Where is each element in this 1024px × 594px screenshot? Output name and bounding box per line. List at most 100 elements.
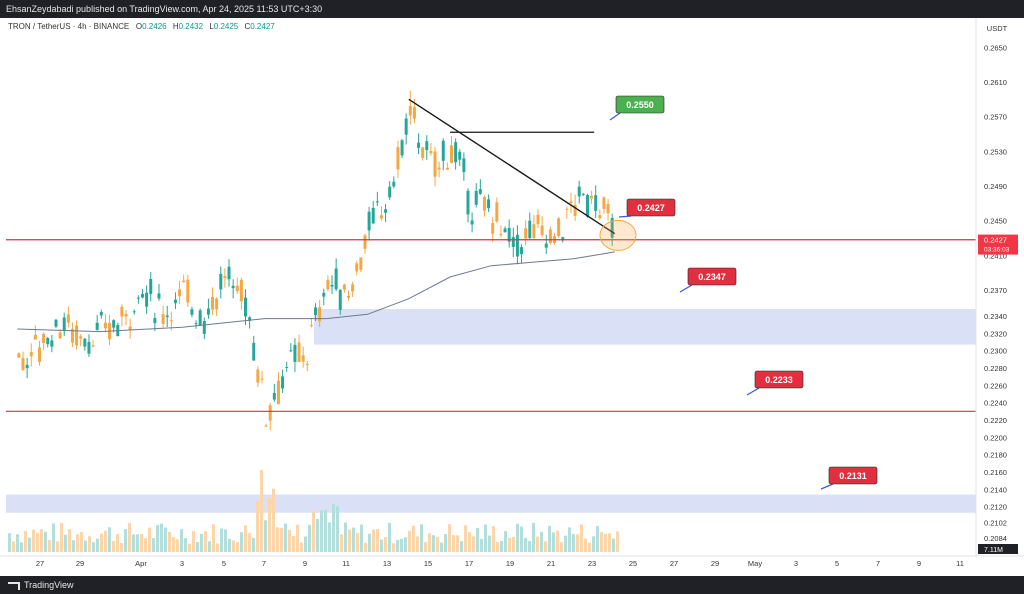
candle-body xyxy=(276,380,280,404)
volume-bar xyxy=(432,535,435,552)
candle-body xyxy=(433,151,437,177)
volume-bar xyxy=(276,527,279,552)
volume-bar xyxy=(616,531,619,552)
volume-bar xyxy=(236,542,239,552)
volume-bar xyxy=(284,523,287,552)
candle-body xyxy=(62,317,66,331)
volume-bar xyxy=(8,533,11,552)
candle-body xyxy=(429,150,433,154)
candle-body xyxy=(425,141,429,151)
time-tick-label: 5 xyxy=(835,559,839,568)
volume-bar xyxy=(528,541,531,552)
volume-bar xyxy=(452,535,455,552)
candle-body xyxy=(417,142,421,148)
volume-bar xyxy=(348,529,351,552)
last-price-tag xyxy=(978,234,1018,255)
time-tick-label: 7 xyxy=(262,559,266,568)
price-tick-label: 0.2320 xyxy=(984,329,1007,338)
candle-body xyxy=(239,279,243,302)
volume-bar xyxy=(52,523,55,552)
volume-bar xyxy=(536,536,539,552)
candle-body xyxy=(54,319,58,327)
volume-bar xyxy=(360,524,363,552)
candle-body xyxy=(227,266,231,280)
volume-bar xyxy=(460,541,463,552)
candle-body xyxy=(412,107,416,119)
volume-bar xyxy=(112,541,115,552)
volume-bar xyxy=(232,540,235,552)
volume-bar xyxy=(352,527,355,552)
volume-bar xyxy=(272,488,275,552)
candle-body xyxy=(503,228,507,233)
candle-body xyxy=(95,322,99,330)
volume-bar xyxy=(496,542,499,552)
candle-body xyxy=(75,325,79,346)
volume-bar xyxy=(424,542,427,552)
volume-bar xyxy=(304,536,307,552)
candle-body xyxy=(58,332,62,339)
time-tick-label: 29 xyxy=(711,559,719,568)
candle-body xyxy=(99,312,103,316)
candle-body xyxy=(293,344,297,362)
candle-body xyxy=(524,228,528,239)
price-tick-label: 0.2490 xyxy=(984,182,1007,191)
volume-bar xyxy=(60,522,63,552)
candle-body xyxy=(66,314,70,323)
candle-body xyxy=(219,273,223,290)
volume-bar xyxy=(420,524,423,552)
candle-body xyxy=(355,263,359,272)
candle-body xyxy=(136,297,140,299)
candle-body xyxy=(458,151,462,160)
volume-bar xyxy=(260,470,263,552)
candle-body xyxy=(342,284,346,290)
volume-bar xyxy=(240,532,243,552)
price-tick-label: 0.2300 xyxy=(984,347,1007,356)
volume-bar xyxy=(332,503,335,552)
volume-bar xyxy=(592,536,595,552)
candle-body xyxy=(454,142,458,163)
brand-name: TradingView xyxy=(24,580,74,590)
volume-bar xyxy=(116,534,119,552)
time-tick-label: 23 xyxy=(588,559,596,568)
candle-body xyxy=(145,292,149,307)
candle-body xyxy=(79,336,83,339)
volume-bar xyxy=(320,510,323,552)
volume-bar xyxy=(448,524,451,552)
candle-body xyxy=(610,217,614,238)
volume-bar xyxy=(600,532,603,552)
time-tick-label: 9 xyxy=(917,559,921,568)
volume-bar xyxy=(40,529,43,552)
volume-bar xyxy=(540,531,543,552)
price-tick-label: 0.2340 xyxy=(984,312,1007,321)
candle-body xyxy=(198,310,202,326)
volume-bar xyxy=(220,528,223,552)
volume-bar xyxy=(172,536,175,552)
volume-bar xyxy=(128,522,131,552)
volume-bar xyxy=(44,531,47,552)
volume-bar xyxy=(488,535,491,552)
candle-body xyxy=(215,298,219,310)
candle-body xyxy=(598,215,602,219)
candle-body xyxy=(520,247,524,255)
symbol-name: TRON / TetherUS · 4h · BINANCE xyxy=(8,22,130,31)
candle-body xyxy=(557,218,561,237)
candle-body xyxy=(149,278,153,295)
candle-body xyxy=(606,204,610,214)
volume-bar xyxy=(508,537,511,552)
countdown-value: 03:36:03 xyxy=(984,247,1010,254)
volume-bar xyxy=(144,538,147,552)
volume-bar xyxy=(544,541,547,552)
volume-bar xyxy=(12,541,15,552)
price-tick-label: 0.2370 xyxy=(984,286,1007,295)
candle-body xyxy=(281,376,285,389)
publisher-text: EhsanZeydabadi published on TradingView.… xyxy=(6,4,323,14)
price-tick-label: 0.2102 xyxy=(984,518,1007,527)
volume-bar xyxy=(532,522,535,552)
time-tick-label: May xyxy=(748,559,762,568)
volume-bar xyxy=(168,531,171,552)
label-pointer xyxy=(820,483,834,490)
price-tick-label: 0.2610 xyxy=(984,78,1007,87)
volume-bar xyxy=(136,534,139,552)
candle-body xyxy=(408,105,412,116)
